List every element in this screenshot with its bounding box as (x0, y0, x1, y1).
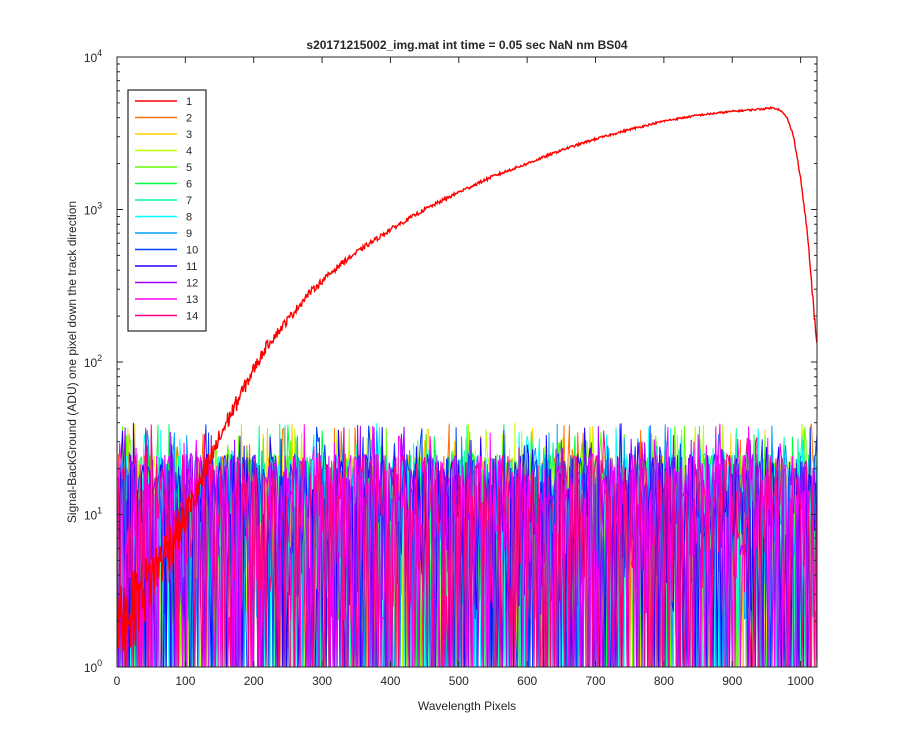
legend-label-1: 1 (186, 96, 192, 108)
x-tick-label: 700 (586, 674, 606, 688)
y-tick-base: 10 (84, 661, 98, 675)
y-tick-exponent: 4 (97, 48, 102, 58)
legend-label-4: 4 (186, 146, 192, 158)
y-tick-label: 100 (84, 658, 102, 675)
y-tick-base: 10 (84, 356, 98, 370)
y-tick-base: 10 (84, 51, 98, 65)
legend-box (127, 89, 207, 332)
y-tick-exponent: 0 (97, 658, 102, 668)
legend-label-12: 12 (186, 278, 198, 290)
legend-label-6: 6 (186, 179, 192, 191)
x-tick-label: 0 (114, 674, 121, 688)
y-tick-base: 10 (84, 204, 98, 218)
legend-label-2: 2 (186, 113, 192, 125)
x-axis-label: Wavelength Pixels (418, 699, 516, 713)
y-axis-label: Signal-BackGround (ADU) one pixel down t… (65, 201, 79, 523)
legend-label-5: 5 (186, 162, 192, 174)
plot-area: 0 100 200 300 400 500 600 700 800 900 1000 1001011… (84, 48, 818, 688)
x-tick-label: 1000 (787, 674, 814, 688)
x-tick-label: 400 (380, 674, 400, 688)
series-line-13 (117, 423, 817, 667)
x-tick-label: 500 (449, 674, 469, 688)
series-line-1 (117, 106, 817, 667)
chart-title: s20171215002_img.mat int time = 0.05 sec… (306, 38, 628, 52)
y-tick-label: 102 (84, 353, 102, 370)
x-tick-label: 800 (654, 674, 674, 688)
legend-label-13: 13 (186, 294, 198, 306)
y-tick-label: 104 (84, 48, 102, 65)
x-tick-label: 600 (517, 674, 537, 688)
x-tick-label: 100 (175, 674, 195, 688)
y-tick-exponent: 3 (97, 201, 102, 211)
legend-label-11: 11 (186, 261, 197, 273)
x-axis-ticks: 0 100 200 300 400 500 600 700 800 900 1000 (114, 57, 814, 688)
legend-label-14: 14 (186, 311, 198, 323)
x-tick-label: 300 (312, 674, 332, 688)
legend-label-3: 3 (186, 129, 192, 141)
legend-label-8: 8 (186, 212, 192, 224)
y-tick-exponent: 1 (97, 506, 102, 516)
legend-label-10: 10 (186, 245, 198, 257)
series-layer (117, 106, 817, 667)
y-tick-label: 103 (84, 201, 102, 218)
y-tick-label: 101 (84, 506, 102, 523)
legend-label-9: 9 (186, 228, 192, 240)
x-tick-label: 200 (244, 674, 264, 688)
y-tick-exponent: 2 (97, 353, 102, 363)
series-line-14 (117, 424, 817, 667)
x-tick-label: 900 (722, 674, 742, 688)
legend-label-7: 7 (186, 195, 192, 207)
y-tick-base: 10 (84, 509, 98, 523)
